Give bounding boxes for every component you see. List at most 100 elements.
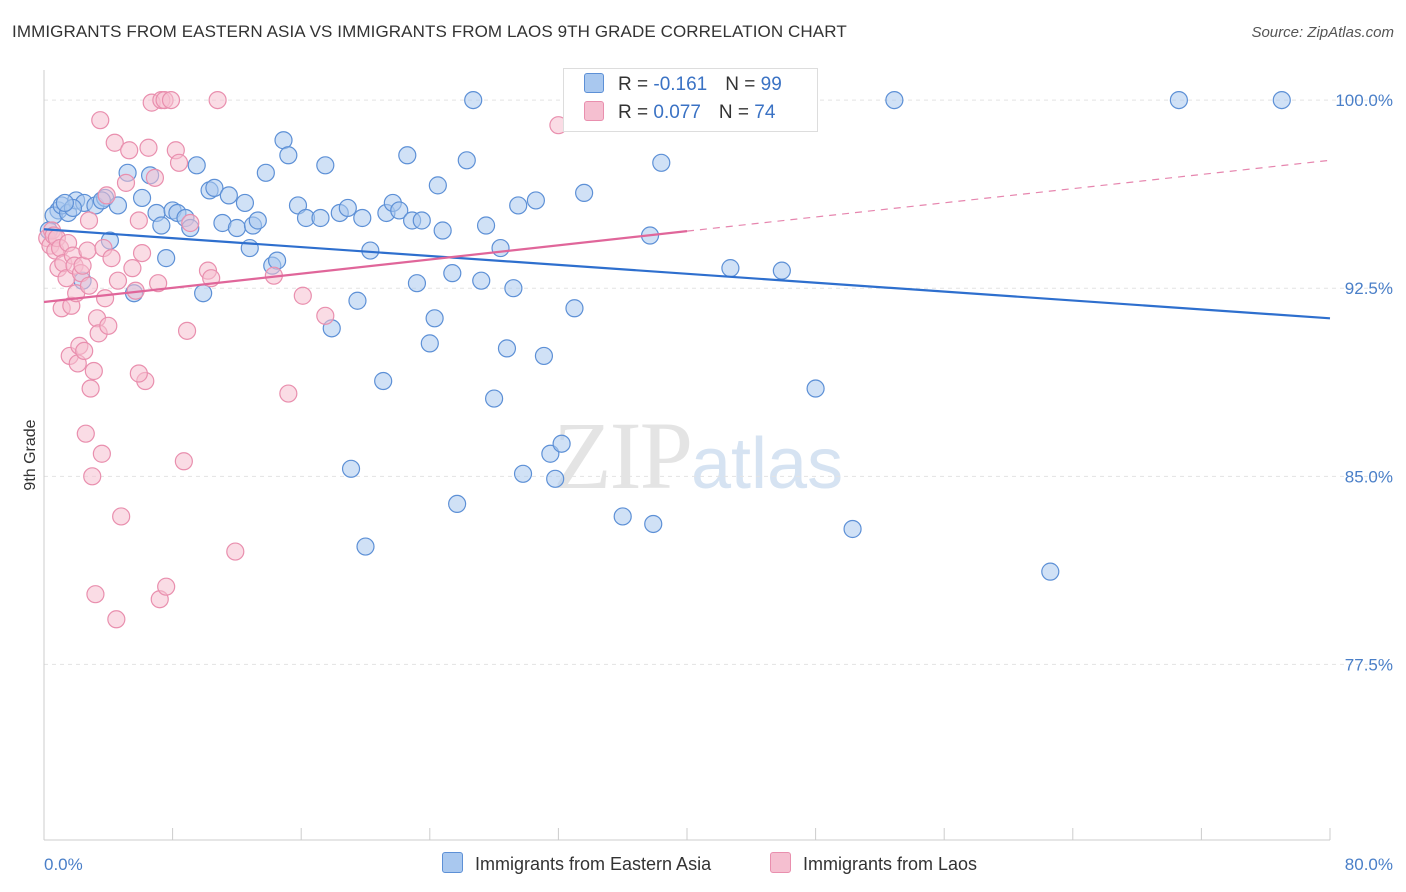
laos-point-64: [208, 90, 227, 110]
laos-point-60: [177, 321, 197, 340]
eastern-asia-point-71: [613, 507, 632, 526]
laos-point-50: [145, 168, 165, 187]
r-label: R =: [618, 102, 654, 123]
eastern-asia-swatch-icon: [584, 73, 604, 93]
legend-label-eastern-asia: Immigrants from Eastern Asia: [475, 854, 712, 874]
eastern-asia-point-98: [575, 183, 594, 202]
laos-point-20: [73, 256, 92, 275]
laos-point-55: [157, 577, 176, 596]
laos-point-58: [169, 153, 189, 172]
eastern-asia-point-96: [356, 537, 375, 556]
laos-point-42: [120, 141, 139, 160]
eastern-asia-point-48: [407, 274, 427, 293]
laos-point-34: [95, 289, 115, 308]
eastern-asia-point-84: [1272, 90, 1291, 110]
eastern-asia-point-62: [504, 279, 523, 298]
eastern-asia-point-64: [513, 464, 533, 483]
laos-point-32: [92, 444, 111, 463]
laos-point-48: [139, 138, 158, 157]
laos-point-22: [76, 424, 95, 443]
laos-point-67: [279, 384, 298, 403]
laos-point-36: [99, 316, 118, 335]
eastern-asia-point-42: [374, 371, 393, 391]
laos-point-35: [97, 186, 116, 205]
eastern-asia-point-56: [464, 90, 483, 110]
laos-swatch-icon: [584, 101, 604, 121]
laos-legend-swatch-icon: [770, 852, 791, 873]
chart-title: IMMIGRANTS FROM EASTERN ASIA VS IMMIGRAN…: [12, 22, 847, 41]
eastern-asia-point-95: [341, 459, 361, 478]
eastern-asia-point-82: [1041, 562, 1060, 581]
r-value: -0.161: [653, 74, 708, 95]
eastern-asia-point-46: [398, 146, 417, 165]
eastern-asia-point-70: [565, 299, 584, 318]
legend-item-laos: Immigrants from Laos: [770, 852, 977, 875]
eastern-asia-point-60: [491, 238, 510, 258]
eastern-asia-trend-line: [43, 228, 1331, 320]
eastern-asia-point-52: [433, 221, 452, 240]
chart-source: Source: ZipAtlas.com: [1251, 24, 1394, 41]
eastern-asia-point-76: [721, 259, 740, 278]
laos-point-37: [102, 249, 121, 268]
eastern-asia-point-74: [652, 153, 671, 172]
laos-point-65: [226, 542, 245, 561]
n-value: 99: [760, 74, 782, 95]
laos-trend-line-extension: [686, 159, 1331, 232]
laos-point-45: [129, 211, 148, 230]
eastern-asia-point-40: [353, 208, 372, 228]
laos-point-72: [107, 610, 126, 629]
eastern-asia-point-31: [279, 146, 298, 165]
n-label: N =: [718, 102, 755, 123]
laos-point-51: [149, 274, 168, 293]
laos-point-24: [79, 276, 99, 295]
eastern-asia-point-55: [457, 151, 476, 170]
eastern-asia-point-63: [509, 196, 528, 215]
stats-legend-row-laos: R = 0.077 N = 74: [584, 101, 775, 129]
laos-point-31: [91, 111, 110, 130]
eastern-asia-point-80: [843, 519, 862, 539]
y-tick-label-1: 85.0%: [1345, 467, 1393, 486]
eastern-asia-point-50: [420, 334, 439, 353]
eastern-asia-point-58: [476, 216, 496, 235]
eastern-asia-point-81: [885, 90, 904, 110]
y-axis-title: 9th Grade: [22, 419, 39, 490]
eastern-asia-point-11: [132, 188, 152, 208]
eastern-asia-point-13: [152, 216, 171, 235]
eastern-asia-point-86: [55, 193, 74, 213]
eastern-asia-point-68: [546, 469, 565, 488]
watermark-atlas: atlas: [691, 424, 844, 504]
eastern-asia-point-79: [806, 379, 825, 398]
laos-point-21: [75, 341, 94, 361]
laos-point-28: [86, 585, 105, 604]
r-label: R =: [618, 74, 654, 95]
eastern-asia-point-23: [227, 218, 246, 238]
watermark-zip: ZIP: [553, 402, 693, 509]
watermark: ZIPatlas: [553, 400, 843, 511]
eastern-asia-point-69: [552, 434, 571, 453]
stats-legend-row-eastern-asia: R = -0.161 N = 99: [584, 73, 782, 101]
y-tick-label-3: 100.0%: [1335, 91, 1393, 110]
n-label: N =: [725, 74, 761, 95]
eastern-asia-point-93: [187, 156, 206, 175]
eastern-asia-point-73: [644, 514, 663, 534]
eastern-asia-point-39: [348, 291, 367, 310]
laos-point-39: [108, 271, 128, 290]
eastern-asia-point-49: [412, 211, 431, 230]
eastern-asia-point-20: [205, 178, 224, 197]
eastern-asia-point-26: [248, 211, 267, 230]
eastern-asia-point-61: [497, 339, 517, 358]
laos-point-73: [79, 211, 99, 230]
x-tick-label-min: 0.0%: [44, 855, 83, 874]
laos-point-23: [78, 241, 97, 260]
eastern-asia-point-35: [316, 156, 335, 175]
eastern-asia-point-97: [428, 176, 447, 195]
laos-point-71: [129, 364, 148, 383]
laos-point-68: [293, 286, 312, 305]
laos-point-25: [81, 379, 100, 398]
eastern-asia-point-83: [1169, 90, 1188, 110]
eastern-asia-point-24: [235, 193, 255, 213]
laos-point-46: [132, 243, 152, 263]
eastern-asia-point-59: [485, 389, 504, 408]
n-value: 74: [754, 102, 776, 123]
